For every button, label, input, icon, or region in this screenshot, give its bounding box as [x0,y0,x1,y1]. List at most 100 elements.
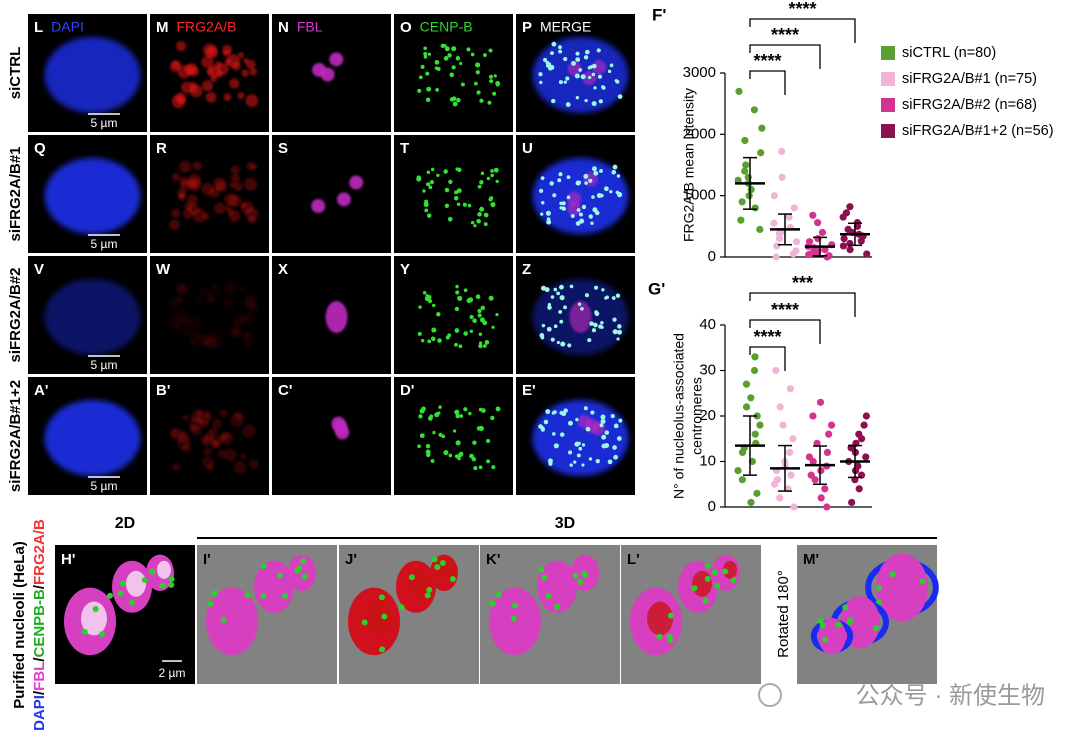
centromere [480,305,485,311]
centromere [454,342,458,347]
centromere [563,80,567,84]
centromere [467,297,474,303]
centromere [458,452,464,458]
centromere [547,62,552,67]
watermark-icon [758,683,782,707]
centromere [875,599,882,606]
data-point [779,421,787,429]
centromere [591,328,596,333]
micrograph [28,14,147,132]
centromere [545,409,551,415]
signal [201,80,214,92]
data-point [772,366,780,375]
centromere [437,338,442,343]
signal [237,51,245,59]
data-point [860,421,868,429]
signal [181,81,193,94]
micrograph [516,377,635,495]
centromere [616,174,621,178]
centromere [462,202,467,207]
centromere [436,312,441,317]
centromere [581,204,587,210]
centromere [612,317,617,322]
centromere [378,594,385,601]
data-point [839,242,848,250]
centromere [478,465,483,470]
signal [218,434,226,442]
stain-part: DAPI [31,695,48,731]
signal [228,210,241,223]
centromere [456,202,461,206]
row-label: siCTRL [7,47,24,100]
centromere [538,188,544,193]
centromere [615,293,621,298]
nucleolus [329,52,344,67]
centromere [544,287,550,293]
data-point [747,394,755,402]
centromere [449,576,456,583]
centromere [488,295,494,301]
centromere [437,411,441,415]
centromere [428,185,433,190]
signal [206,463,215,472]
signal [203,411,213,420]
centromere [430,458,435,463]
signal [219,408,229,418]
centromere [591,63,597,69]
centromere [489,79,494,84]
centromere [432,430,436,435]
centromere [540,201,545,205]
centromere [559,319,564,324]
signal [209,426,219,436]
data-point [811,476,819,484]
centromere [454,306,460,312]
centromere [470,220,475,225]
centromere [417,331,422,336]
panel-letter: T [400,140,409,157]
micrograph [516,14,635,132]
centromere [822,636,829,643]
frg2-signal [157,560,171,579]
signal [179,160,192,173]
centromere [554,603,561,610]
centromere [558,310,563,314]
centromere [482,53,487,58]
centromere [584,99,588,103]
legend-swatch [881,98,895,112]
centromere [419,408,425,414]
data-point [778,147,786,156]
data-point [751,353,759,361]
centromere [379,646,386,653]
signal [244,341,252,348]
data-point [790,204,798,212]
centromere [490,201,496,208]
centromere [546,326,552,332]
centromere [584,293,590,298]
centromere [475,294,481,300]
centromere [598,99,603,104]
centromere [552,193,557,198]
centromere [568,450,573,455]
centromere [566,195,571,200]
centromere [492,91,497,96]
centromere [495,313,499,317]
centromere [149,568,156,575]
centromere [423,46,427,51]
legend-label: siFRG2A/B#2 (n=68) [902,97,1037,113]
centromere [511,602,518,609]
signal [205,434,215,444]
data-point [846,246,854,254]
data-point [753,412,761,420]
centromere [578,68,583,72]
data-point [741,136,749,145]
y-tick-label: 2000 [683,125,716,142]
panel-letter: U [522,140,533,157]
centromere [578,446,583,451]
channel-label: FBL [297,19,323,35]
centromere [567,420,573,426]
centromere [301,573,308,580]
signal [176,284,190,298]
centromere [566,175,571,180]
centromere [426,586,433,593]
data-point [778,173,786,181]
